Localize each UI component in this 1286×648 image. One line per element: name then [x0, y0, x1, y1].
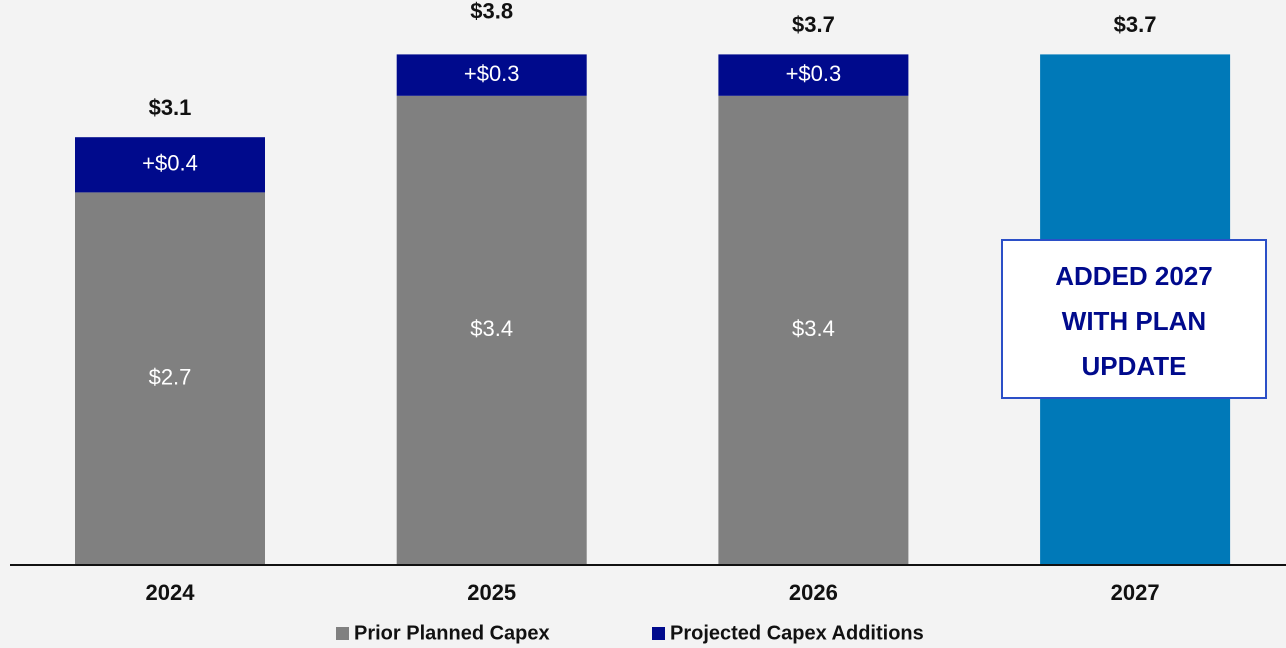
- segment-label: +$0.4: [142, 151, 198, 176]
- x-tick-label: 2024: [146, 580, 196, 605]
- segment-label: $3.4: [792, 316, 835, 341]
- total-label: $3.1: [149, 95, 192, 120]
- segment-label: $2.7: [149, 365, 192, 390]
- x-tick-label: 2027: [1111, 580, 1160, 605]
- legend-swatch: [652, 627, 665, 640]
- segment-label: $3.4: [470, 316, 513, 341]
- segment-label: +$0.3: [464, 61, 520, 86]
- annotation-text: WITH PLAN: [1062, 306, 1206, 336]
- x-tick-label: 2026: [789, 580, 838, 605]
- bar-segment: [718, 54, 909, 96]
- total-label: $3.8: [470, 0, 513, 23]
- x-tick-label: 2025: [467, 580, 516, 605]
- total-label: $3.7: [1114, 12, 1157, 37]
- annotation-text: UPDATE: [1082, 351, 1187, 381]
- segment-label: +$0.3: [786, 61, 842, 86]
- bar-segment: [396, 95, 587, 566]
- legend-label: Projected Capex Additions: [670, 622, 924, 644]
- annotation-text: ADDED 2027: [1055, 261, 1213, 291]
- total-label: $3.7: [792, 12, 835, 37]
- bar-segment: [396, 54, 587, 96]
- bar-segment: [718, 95, 909, 566]
- legend-swatch: [336, 627, 349, 640]
- bar-segment: [75, 137, 265, 193]
- bar-segment: [75, 192, 265, 565]
- legend-label: Prior Planned Capex: [354, 622, 550, 644]
- annotation-box: [1001, 239, 1267, 399]
